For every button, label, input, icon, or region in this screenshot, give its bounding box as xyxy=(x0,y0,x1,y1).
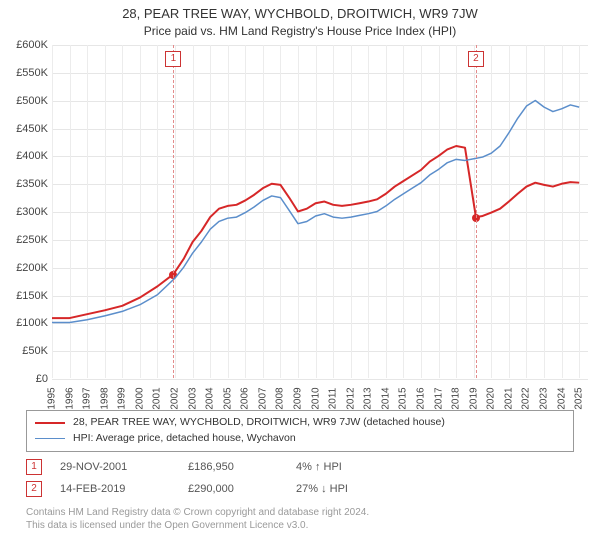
x-axis-label: 2017 xyxy=(433,387,444,409)
x-axis-label: 2000 xyxy=(134,387,145,409)
x-axis-label: 2025 xyxy=(574,387,585,409)
transaction-row: 1 29-NOV-2001 £186,950 4% ↑ HPI xyxy=(26,456,574,478)
transaction-badge: 1 xyxy=(26,459,42,475)
x-axis-label: 2023 xyxy=(539,387,550,409)
transaction-date: 14-FEB-2019 xyxy=(60,483,170,495)
legend-item: 28, PEAR TREE WAY, WYCHBOLD, DROITWICH, … xyxy=(35,415,565,431)
x-axis-label: 2018 xyxy=(451,387,462,409)
x-axis-label: 2005 xyxy=(222,387,233,409)
transaction-diff: 4% ↑ HPI xyxy=(296,461,406,473)
y-axis-label: £350K xyxy=(0,178,48,190)
legend-label: HPI: Average price, detached house, Wych… xyxy=(73,431,296,447)
x-axis-label: 2021 xyxy=(503,387,514,409)
transaction-badge: 2 xyxy=(26,481,42,497)
transaction-diff: 27% ↓ HPI xyxy=(296,483,406,495)
footer-attribution: Contains HM Land Registry data © Crown c… xyxy=(26,506,574,532)
y-axis-label: £300K xyxy=(0,206,48,218)
x-axis-label: 2011 xyxy=(328,388,339,410)
x-axis-label: 2022 xyxy=(521,387,532,409)
y-axis-label: £600K xyxy=(0,39,48,51)
y-axis-label: £550K xyxy=(0,67,48,79)
chart-title: 28, PEAR TREE WAY, WYCHBOLD, DROITWICH, … xyxy=(0,0,600,21)
x-axis-label: 1998 xyxy=(99,387,110,409)
footer-line-1: Contains HM Land Registry data © Crown c… xyxy=(26,506,574,519)
chart-subtitle: Price paid vs. HM Land Registry's House … xyxy=(0,21,600,44)
transactions-table: 1 29-NOV-2001 £186,950 4% ↑ HPI 2 14-FEB-2019… xyxy=(26,456,574,500)
x-axis-label: 2004 xyxy=(205,387,216,409)
footer-line-2: This data is licensed under the Open Gov… xyxy=(26,519,574,532)
y-axis-label: £250K xyxy=(0,234,48,246)
transaction-price: £186,950 xyxy=(188,461,278,473)
legend-swatch xyxy=(35,438,65,439)
chart-area: £0£50K£100K£150K£200K£250K£300K£350K£400… xyxy=(52,44,588,404)
y-axis-label: £400K xyxy=(0,150,48,162)
x-axis-label: 2009 xyxy=(293,387,304,409)
x-axis-label: 2020 xyxy=(486,387,497,409)
y-axis-label: £100K xyxy=(0,317,48,329)
x-axis-label: 1996 xyxy=(64,387,75,409)
x-axis-label: 2008 xyxy=(275,387,286,409)
y-axis-label: £150K xyxy=(0,290,48,302)
reference-badge-1: 1 xyxy=(165,51,181,67)
series-hpi xyxy=(52,101,579,323)
transaction-row: 2 14-FEB-2019 £290,000 27% ↓ HPI xyxy=(26,478,574,500)
reference-badge-2: 2 xyxy=(468,51,484,67)
x-axis-label: 2012 xyxy=(345,387,356,409)
x-axis-label: 2016 xyxy=(416,387,427,409)
x-axis-label: 2024 xyxy=(556,387,567,409)
transaction-date: 29-NOV-2001 xyxy=(60,461,170,473)
legend-item: HPI: Average price, detached house, Wych… xyxy=(35,431,565,447)
gridline-horizontal xyxy=(52,379,588,380)
y-axis-label: £200K xyxy=(0,262,48,274)
y-axis-label: £500K xyxy=(0,95,48,107)
legend-label: 28, PEAR TREE WAY, WYCHBOLD, DROITWICH, … xyxy=(73,415,445,431)
x-axis-label: 2010 xyxy=(310,387,321,409)
x-axis-label: 2013 xyxy=(363,387,374,409)
transaction-price: £290,000 xyxy=(188,483,278,495)
y-axis-label: £0 xyxy=(0,373,48,385)
x-axis-label: 1997 xyxy=(82,387,93,409)
x-axis-label: 2003 xyxy=(187,387,198,409)
x-axis-label: 2015 xyxy=(398,387,409,409)
reference-line-2 xyxy=(476,45,477,378)
reference-line-1 xyxy=(173,45,174,378)
x-axis-label: 2002 xyxy=(170,387,181,409)
x-axis-label: 2007 xyxy=(257,387,268,409)
legend-swatch xyxy=(35,422,65,424)
x-axis-label: 2014 xyxy=(380,387,391,409)
x-axis-label: 2006 xyxy=(240,387,251,409)
y-axis-label: £450K xyxy=(0,123,48,135)
chart-lines xyxy=(52,45,588,378)
x-axis-label: 2019 xyxy=(468,387,479,409)
series-property xyxy=(52,146,579,318)
x-axis-label: 2001 xyxy=(152,387,163,409)
legend: 28, PEAR TREE WAY, WYCHBOLD, DROITWICH, … xyxy=(26,410,574,452)
y-axis-label: £50K xyxy=(0,345,48,357)
x-axis-label: 1999 xyxy=(117,387,128,409)
x-axis-label: 1995 xyxy=(47,387,58,409)
